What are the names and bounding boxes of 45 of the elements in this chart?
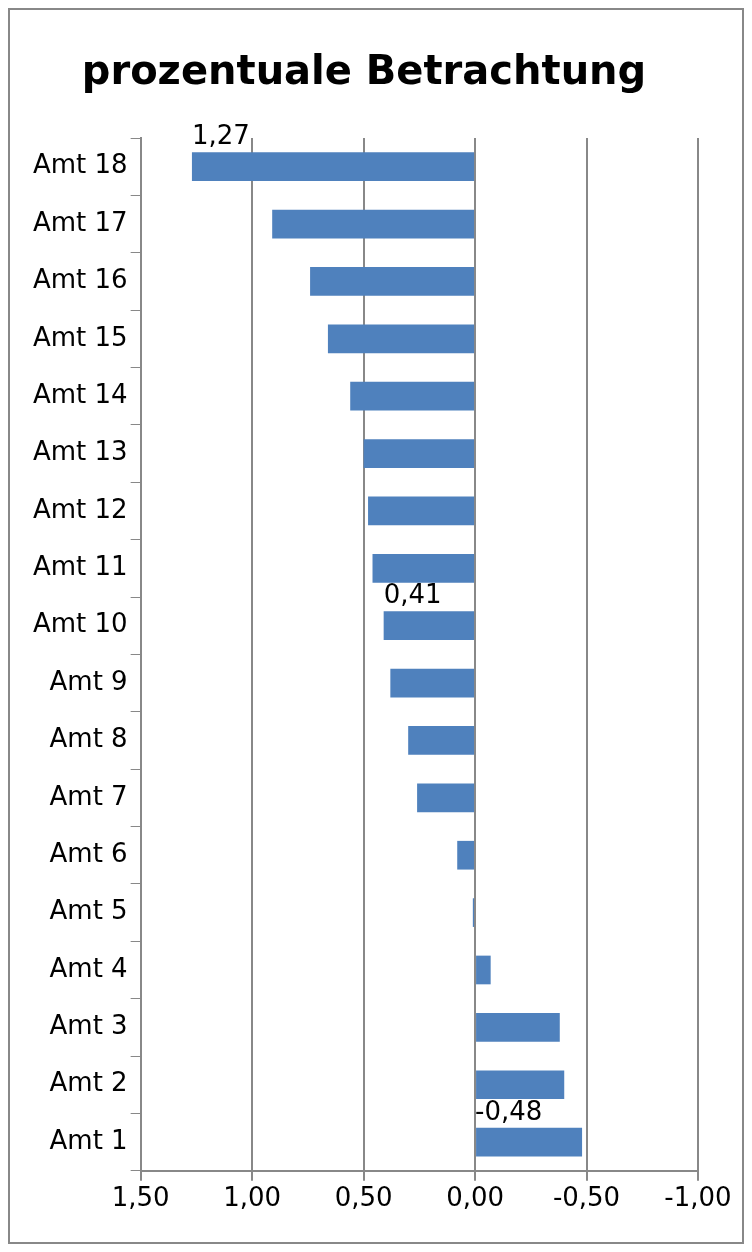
y-tick-label: Amt 15: [33, 321, 128, 352]
bar: [417, 783, 475, 813]
bar: [476, 1013, 560, 1042]
bar: [191, 152, 475, 182]
chart-title: prozentuale Betrachtung: [81, 47, 647, 94]
y-tick-label: Amt 11: [33, 551, 128, 582]
x-tick-label: 1,00: [223, 1182, 282, 1213]
bar: [383, 611, 475, 641]
y-tick-label: Amt 12: [33, 493, 128, 524]
x-tick-label: 0,00: [446, 1182, 505, 1213]
bar: [408, 726, 475, 755]
y-tick-label: Amt 4: [49, 952, 128, 983]
bar: [476, 1127, 583, 1157]
y-tick-label: Amt 14: [33, 378, 128, 409]
bar: [310, 267, 475, 296]
bar: [457, 840, 475, 870]
x-tick-label: 0,50: [334, 1182, 393, 1213]
bar: [350, 381, 475, 411]
bar: [363, 439, 475, 468]
y-tick-label: Amt 6: [49, 837, 128, 868]
y-tick-label: Amt 13: [33, 436, 128, 467]
x-tick-label: 1,50: [111, 1182, 170, 1213]
y-tick-label: Amt 3: [49, 1010, 128, 1041]
y-tick-label: Amt 16: [33, 264, 128, 295]
bar: [368, 496, 475, 526]
bar: [476, 1070, 565, 1100]
bar: [390, 668, 475, 698]
y-tick-label: Amt 18: [33, 149, 128, 180]
bar: [272, 209, 475, 239]
y-tick-label: Amt 1: [49, 1124, 128, 1155]
data-label: 1,27: [191, 120, 250, 151]
y-tick-label: Amt 7: [49, 780, 128, 811]
bar: [372, 553, 475, 583]
bar: [327, 324, 475, 354]
bar: [476, 955, 491, 985]
y-tick-label: Amt 5: [49, 895, 128, 926]
y-tick-label: Amt 9: [49, 665, 128, 696]
y-tick-label: Amt 10: [33, 608, 128, 639]
data-label: -0,48: [475, 1095, 543, 1126]
data-label: 0,41: [383, 579, 442, 610]
y-tick-label: Amt 2: [49, 1067, 128, 1098]
y-tick-label: Amt 8: [49, 723, 128, 754]
y-tick-label: Amt 17: [33, 206, 128, 237]
x-tick-label: -1,00: [664, 1182, 732, 1213]
x-tick-label: -0,50: [552, 1182, 621, 1213]
